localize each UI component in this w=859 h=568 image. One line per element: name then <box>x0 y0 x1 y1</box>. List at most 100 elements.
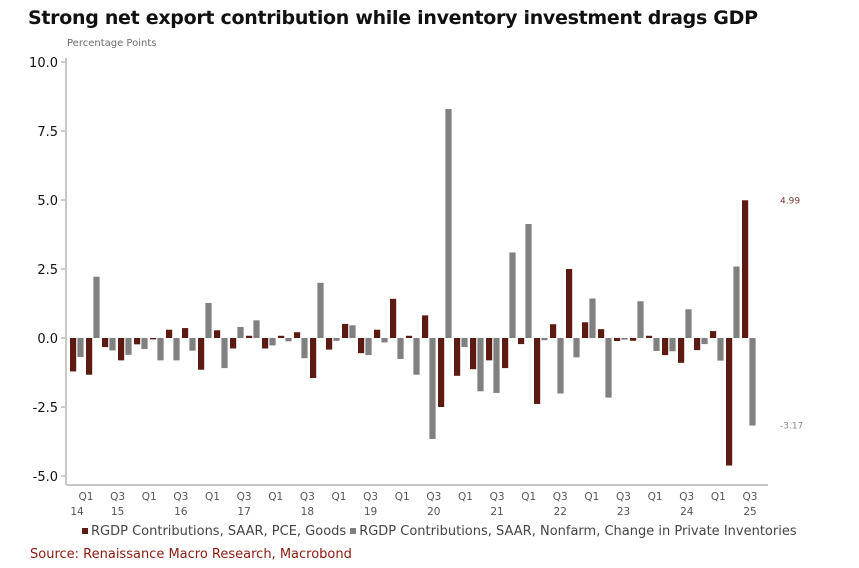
bar-inventories <box>669 338 676 352</box>
bar-goods <box>310 338 317 379</box>
bar-inventories <box>589 298 596 338</box>
bar-goods <box>294 332 301 338</box>
bar-inventories <box>349 325 356 338</box>
x-tick-quarter-label: Q1 <box>648 491 663 503</box>
bar-goods <box>374 329 381 338</box>
bar-inventories <box>141 338 148 350</box>
x-tick-quarter-label: Q1 <box>395 491 410 503</box>
bar-goods <box>438 338 445 407</box>
source-note: Source: Renaissance Macro Research, Macr… <box>30 547 352 562</box>
y-tick-label: 7.5 <box>37 125 58 140</box>
bar-goods <box>134 338 141 345</box>
x-tick-year-label: 14 <box>70 506 84 518</box>
bar-inventories <box>317 282 324 338</box>
bar-inventories <box>477 338 484 392</box>
bar-goods <box>86 338 93 375</box>
legend-item-goods[interactable]: RGDP Contributions, SAAR, PCE, Goods <box>82 524 346 539</box>
bar-inventories <box>621 338 628 340</box>
bar-inventories <box>285 338 292 342</box>
bar-goods <box>678 338 685 363</box>
legend: RGDP Contributions, SAAR, PCE, Goods RGD… <box>82 524 801 539</box>
bar-inventories <box>93 276 100 338</box>
y-tick-label: 5.0 <box>37 194 58 209</box>
x-tick-quarter-label: Q3 <box>237 491 252 503</box>
bar-goods <box>230 338 237 349</box>
bar-goods <box>470 338 477 370</box>
bar-goods <box>358 338 365 354</box>
bar-goods <box>278 335 285 338</box>
y-tick-label: 0.0 <box>37 332 58 347</box>
bar-goods <box>486 338 493 361</box>
bar-goods <box>630 338 637 341</box>
x-tick-year-label: 16 <box>174 506 188 518</box>
last-value-label-goods: 4.99 <box>780 196 800 206</box>
bar-inventories <box>605 338 612 398</box>
bar-goods <box>326 338 333 350</box>
legend-swatch-inventories <box>350 527 357 534</box>
bar-inventories <box>749 338 756 426</box>
bar-goods <box>518 338 525 345</box>
x-tick-quarter-label: Q1 <box>331 491 346 503</box>
legend-swatch-goods <box>82 527 88 534</box>
x-tick-quarter-label: Q3 <box>426 491 441 503</box>
bar-goods <box>598 329 605 338</box>
bar-goods <box>246 335 253 338</box>
bar-goods <box>694 338 701 351</box>
bar-inventories <box>445 108 452 338</box>
y-tick-label: 2.5 <box>37 263 58 278</box>
x-tick-quarter-label: Q3 <box>300 491 315 503</box>
x-tick-quarter-label: Q3 <box>173 491 188 503</box>
x-tick-year-label: 24 <box>680 506 694 518</box>
x-tick-quarter-label: Q3 <box>679 491 694 503</box>
bar-inventories <box>333 338 340 341</box>
bar-inventories <box>461 338 468 348</box>
y-axis-label: Percentage Points <box>67 38 157 49</box>
x-tick-year-label: 15 <box>111 506 124 518</box>
bar-inventories <box>381 338 388 343</box>
x-tick-quarter-label: Q3 <box>553 491 568 503</box>
bar-goods <box>550 324 557 338</box>
bar-goods <box>70 338 77 372</box>
bar-inventories <box>109 338 116 351</box>
bar-goods <box>406 335 413 338</box>
bar-inventories <box>493 338 500 393</box>
bar-goods <box>150 338 157 340</box>
x-tick-quarter-label: Q1 <box>584 491 599 503</box>
bar-inventories <box>429 338 436 440</box>
x-tick-year-label: 18 <box>301 506 314 518</box>
x-tick-quarter-label: Q3 <box>616 491 631 503</box>
x-tick-quarter-label: Q1 <box>711 491 726 503</box>
x-tick-quarter-label: Q3 <box>363 491 378 503</box>
x-tick-year-label: 23 <box>617 506 630 518</box>
bar-inventories <box>157 338 164 361</box>
bar-inventories <box>557 338 564 394</box>
x-tick-year-label: 19 <box>364 506 377 518</box>
x-tick-quarter-label: Q1 <box>142 491 157 503</box>
bar-inventories <box>509 252 516 338</box>
y-tick-label: -2.5 <box>33 401 58 416</box>
bar-goods <box>102 338 109 348</box>
bar-inventories <box>397 338 404 359</box>
bar-inventories <box>189 338 196 351</box>
bar-goods <box>454 338 461 376</box>
bar-inventories <box>125 338 132 355</box>
bar-goods <box>182 328 189 338</box>
bar-inventories <box>541 338 548 341</box>
bar-inventories <box>221 338 228 369</box>
bar-inventories <box>237 326 244 338</box>
bar-goods <box>534 338 541 404</box>
bar-inventories <box>733 266 740 338</box>
x-tick-quarter-label: Q3 <box>743 491 758 503</box>
bar-goods <box>582 322 589 338</box>
bar-goods <box>742 200 749 338</box>
bar-inventories <box>685 309 692 338</box>
x-tick-quarter-label: Q3 <box>110 491 125 503</box>
legend-label-goods: RGDP Contributions, SAAR, PCE, Goods <box>91 524 347 539</box>
legend-item-inventories[interactable]: RGDP Contributions, SAAR, Nonfarm, Chang… <box>350 524 797 539</box>
bar-goods <box>646 335 653 338</box>
bar-goods <box>214 330 221 338</box>
bars <box>70 108 756 466</box>
x-tick-quarter-label: Q3 <box>490 491 505 503</box>
bar-inventories <box>525 224 532 338</box>
